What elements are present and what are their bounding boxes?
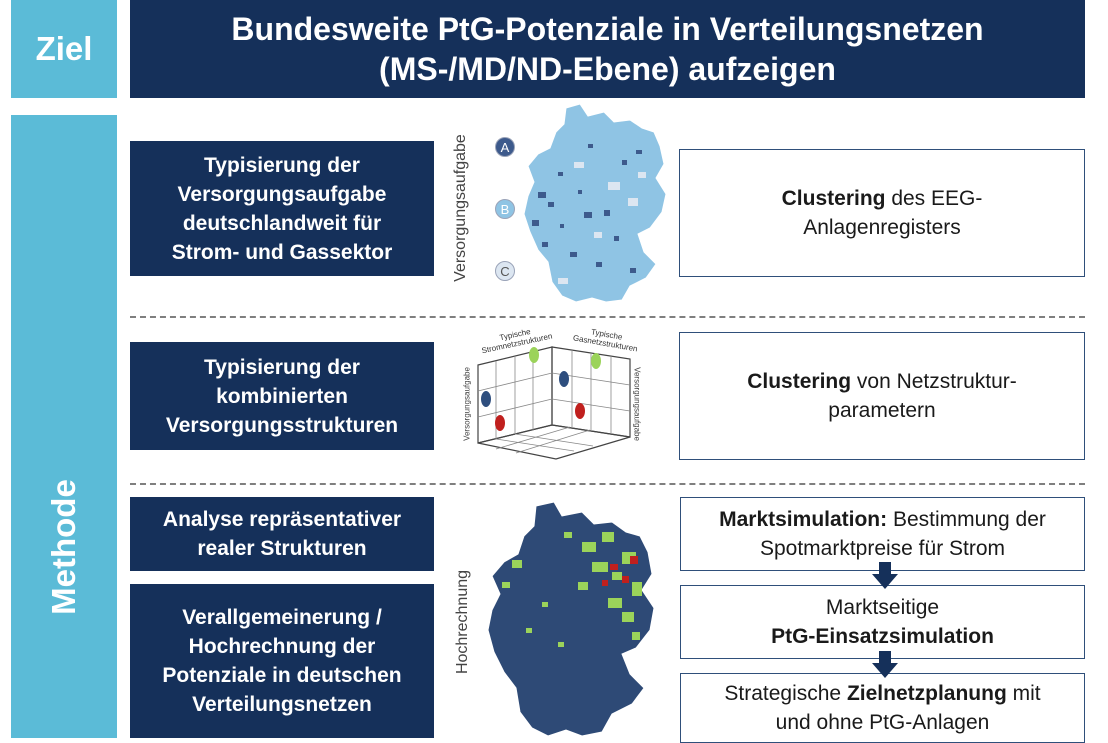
step-line: Typisierung der [204, 153, 360, 177]
result-text: mit [1006, 682, 1041, 705]
result-text: parametern [828, 399, 936, 422]
cube-label-left: Versorgungsaufgabe [462, 367, 472, 441]
cube-label-right: Versorgungsaufgabe [632, 367, 642, 441]
germany-map-projection [487, 502, 655, 737]
step-box-analyse: Analyse repräsentativer realer Strukture… [130, 497, 434, 571]
result-text: Marktseitige [825, 596, 940, 619]
result-text: des EEG- [885, 187, 983, 210]
cube-structure-diagram [477, 346, 631, 460]
result-text: Strategische [724, 682, 847, 705]
step-box-hochrechnung: Verallgemeinerung / Hochrechnung der Pot… [130, 584, 434, 738]
step-line: deutschlandweit für [182, 211, 382, 235]
step-box-typisierung-strukturen: Typisierung der kombinierten Versorgungs… [130, 342, 434, 450]
marker-c: C [495, 261, 515, 281]
ziel-label: Ziel [11, 0, 117, 98]
result-bold: Clustering [747, 370, 852, 393]
marker-b-label: B [500, 201, 510, 217]
result-bold: PtG-Einsatzsimulation [771, 625, 994, 648]
map2-axis-label: Hochrechnung [454, 569, 471, 675]
step-box-typisierung-aufgabe: Typisierung der Versorgungsaufgabe deuts… [130, 141, 434, 276]
step-line: Potenziale in deutschen [162, 664, 402, 687]
step-line: Verteilungsnetzen [192, 693, 372, 716]
step-line: kombinierten [216, 384, 348, 408]
result-text: und ohne PtG-Anlagen [775, 711, 990, 734]
result-bold: Marktsimulation: [719, 508, 888, 531]
step-line: Versorgungsaufgabe [177, 182, 387, 206]
arrow-down-icon [872, 651, 898, 678]
section-divider [130, 316, 1085, 318]
germany-map-supply-task [523, 103, 667, 303]
result-text: Anlagenregisters [803, 216, 961, 239]
title-line-2: (MS-/MD/ND-Ebene) aufzeigen [379, 51, 836, 87]
step-line: Analyse repräsentativer [162, 508, 402, 531]
result-box-marktsimulation: Marktsimulation: Bestimmung der Spotmark… [680, 497, 1085, 571]
section-divider [130, 483, 1085, 485]
methode-text: Methode [45, 479, 82, 615]
arrow-down-icon [872, 562, 898, 589]
step-line: Versorgungsstrukturen [165, 413, 399, 437]
result-text: Spotmarktpreise für Strom [759, 537, 1006, 560]
result-box-ptg-einsatz: Marktseitige PtG-Einsatzsimulation [680, 585, 1085, 659]
result-box-clustering-netz: Clustering von Netzstruktur- parametern [679, 332, 1085, 460]
methode-label: Methode [11, 115, 117, 738]
step-line: Strom- und Gassektor [171, 240, 393, 264]
ziel-text: Ziel [35, 30, 93, 67]
result-box-zielnetzplanung: Strategische Zielnetzplanung mit und ohn… [680, 673, 1085, 743]
map1-axis-label: Versorgungsaufgabe [452, 134, 469, 282]
title-line-1: Bundesweite PtG-Potenziale in Verteilung… [231, 11, 984, 47]
marker-a: A [495, 137, 515, 157]
step-line: Verallgemeinerung / [182, 606, 382, 629]
step-line: Typisierung der [204, 355, 360, 379]
step-line: Hochrechnung der [188, 635, 376, 658]
result-bold: Clustering [781, 187, 886, 210]
marker-b: B [495, 199, 515, 219]
marker-a-label: A [500, 139, 510, 155]
result-bold: Zielnetzplanung [846, 682, 1007, 705]
result-box-clustering-eeg: Clustering des EEG- Anlagenregisters [679, 149, 1085, 277]
result-text: von Netzstruktur- [851, 370, 1017, 393]
page-title: Bundesweite PtG-Potenziale in Verteilung… [130, 0, 1085, 98]
result-text: Bestimmung der [887, 508, 1046, 531]
marker-c-label: C [500, 263, 510, 279]
step-line: realer Strukturen [197, 537, 367, 560]
